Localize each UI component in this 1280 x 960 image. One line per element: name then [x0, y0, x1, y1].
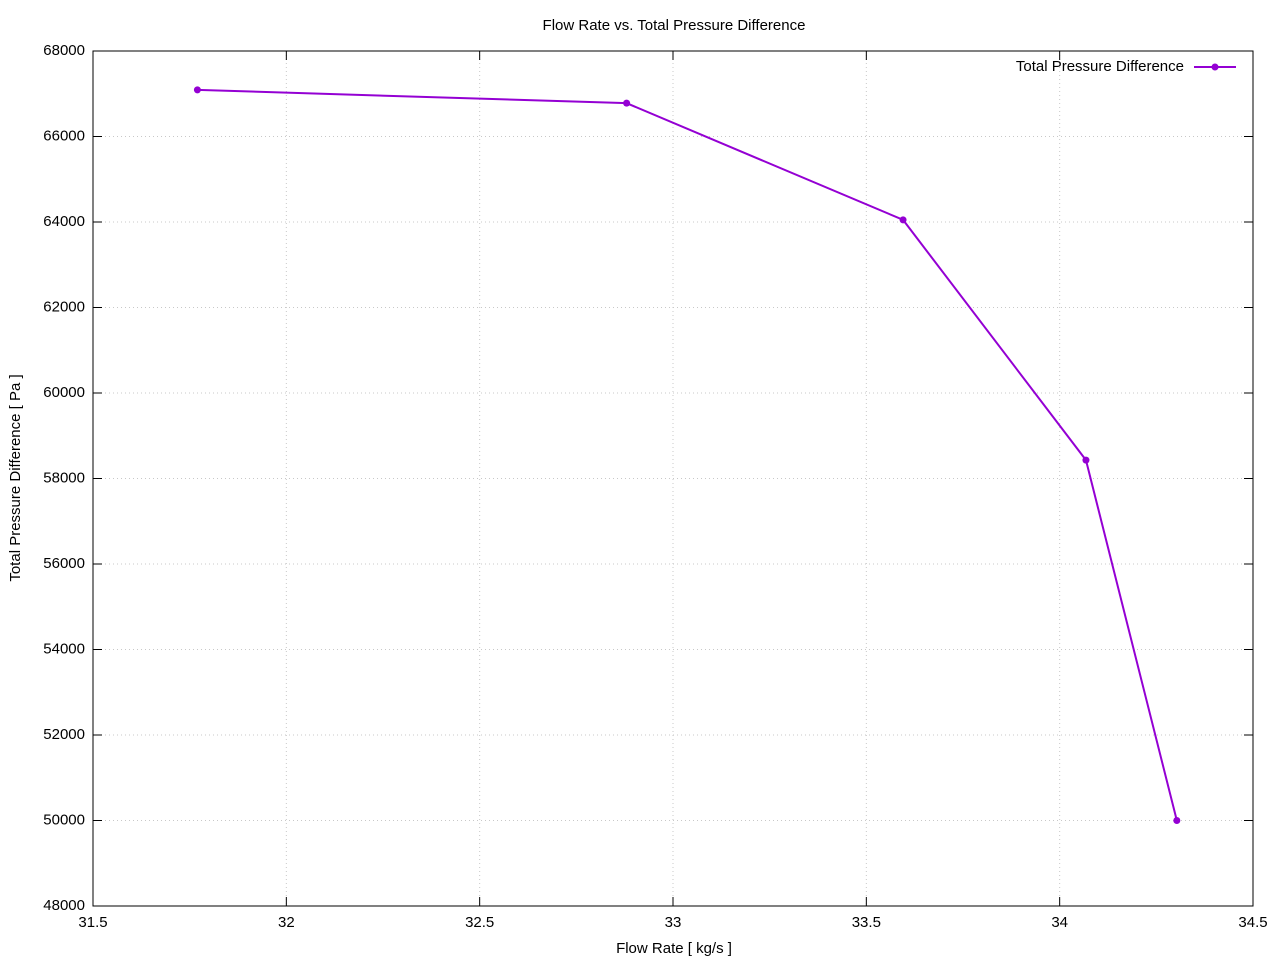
legend-marker — [1211, 63, 1219, 71]
legend-label: Total Pressure Difference — [1016, 58, 1184, 75]
chart-title: Flow Rate vs. Total Pressure Difference — [543, 17, 806, 34]
data-point — [1082, 456, 1090, 464]
y-tick-label: 62000 — [43, 298, 85, 315]
y-axis-label: Total Pressure Difference [ Pa ] — [7, 374, 24, 581]
x-tick-label: 33 — [665, 914, 682, 931]
data-point — [623, 99, 631, 107]
x-tick-label: 32 — [278, 914, 295, 931]
x-tick-label: 34.5 — [1238, 914, 1267, 931]
x-axis-label: Flow Rate [ kg/s ] — [616, 940, 732, 957]
y-tick-label: 52000 — [43, 726, 85, 743]
y-tick-label: 66000 — [43, 127, 85, 144]
y-tick-label: 58000 — [43, 469, 85, 486]
y-tick-label: 64000 — [43, 213, 85, 230]
x-tick-label: 31.5 — [78, 914, 107, 931]
y-tick-label: 68000 — [43, 42, 85, 59]
data-point — [1173, 817, 1181, 824]
y-tick-label: 50000 — [43, 811, 85, 828]
y-tick-label: 56000 — [43, 555, 85, 572]
data-point — [899, 216, 907, 224]
y-tick-label: 54000 — [43, 640, 85, 657]
x-tick-label: 32.5 — [465, 914, 494, 931]
data-point — [193, 86, 201, 94]
y-tick-label: 48000 — [43, 897, 85, 914]
y-tick-label: 60000 — [43, 384, 85, 401]
plot-frame — [92, 50, 1254, 907]
x-tick-label: 34 — [1051, 914, 1068, 931]
x-tick-label: 33.5 — [852, 914, 881, 931]
